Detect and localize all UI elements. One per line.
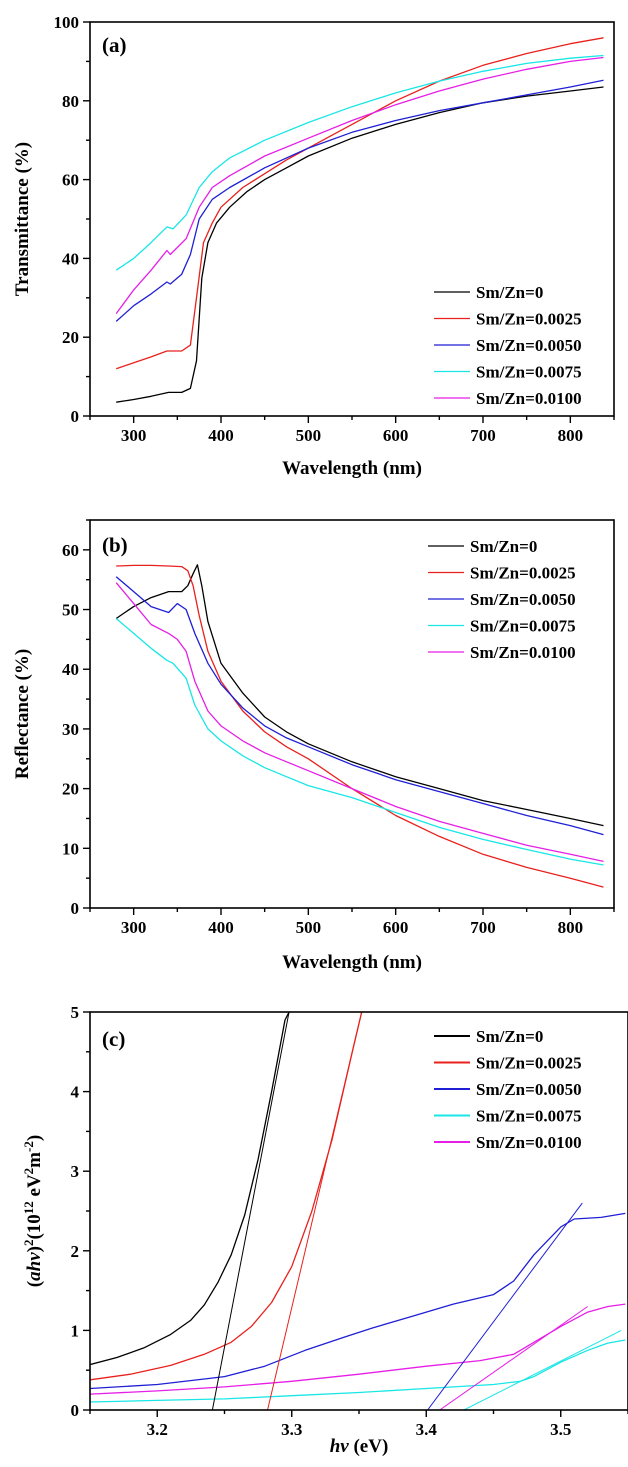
legend-label: Sm/Zn=0.0100 (476, 1133, 582, 1152)
chart-panel-a: 300 400 500 600 700 800 0 20 40 60 80 100 (a) Wavelen… (12, 13, 615, 479)
fit-line-sm-zn-0-0100 (439, 1306, 588, 1410)
legend-label: Sm/Zn=0.0050 (476, 336, 582, 355)
series-line-sm-zn-0-0050 (90, 1212, 626, 1390)
x-tick-label: 500 (296, 426, 322, 445)
y-tick-label: 40 (62, 660, 79, 679)
x-tick-label: 3.5 (550, 1420, 571, 1439)
x-tick-label: 400 (208, 918, 234, 937)
y-tick-label: 60 (62, 541, 79, 560)
series-line-sm-zn-0-0025 (90, 1012, 363, 1381)
legend-label: Sm/Zn=0.0075 (476, 363, 582, 382)
y-tick-label: 4 (71, 1083, 80, 1102)
y-tick-label: 0 (71, 1401, 80, 1420)
series-line-sm-zn-0-0025 (115, 37, 604, 370)
legend-label: Sm/Zn=0.0075 (470, 617, 576, 636)
series-line-sm-zn-0-0050 (115, 79, 604, 322)
y-tick-label: 1 (71, 1321, 80, 1340)
series-line-sm-zn-0 (115, 564, 604, 827)
legend-label: Sm/Zn=0.0100 (476, 389, 582, 408)
series-line-sm-zn-0-0100 (115, 582, 604, 863)
y-tick-label: 40 (62, 249, 79, 268)
y-tick-label: 5 (71, 1003, 80, 1022)
y-tick-label: 30 (62, 720, 79, 739)
x-axis-label: Wavelength (nm) (282, 952, 422, 973)
series-line-sm-zn-0-0100 (90, 1303, 626, 1395)
y-tick-label: 10 (62, 839, 79, 858)
panel-label: (c) (102, 1027, 125, 1051)
y-tick-label: 50 (62, 601, 79, 620)
series-line-sm-zn-0-0100 (115, 56, 604, 314)
x-tick-label: 600 (383, 918, 409, 937)
fit-line-sm-zn-0-0050 (427, 1202, 583, 1410)
series-line-sm-zn-0-0075 (115, 618, 604, 866)
y-tick-label: 100 (54, 13, 80, 32)
x-tick-label: 3.4 (416, 1420, 438, 1439)
legend-label: Sm/Zn=0 (476, 283, 543, 302)
y-tick-label: 0 (71, 407, 80, 426)
legend-label: Sm/Zn=0.0100 (470, 643, 576, 662)
panel-label: (b) (102, 533, 128, 557)
x-tick-label: 3.2 (147, 1420, 168, 1439)
fit-line-sm-zn-0 (211, 1012, 290, 1410)
legend-label: Sm/Zn=0.0050 (476, 1080, 582, 1099)
y-tick-label: 0 (71, 899, 80, 918)
y-tick-label: 60 (62, 171, 79, 190)
fit-line-sm-zn-0-0025 (267, 1012, 363, 1410)
legend-label: Sm/Zn=0.0025 (476, 1054, 582, 1073)
series-line-sm-zn-0-0075 (115, 54, 604, 271)
legend-label: Sm/Zn=0.0025 (476, 310, 582, 329)
y-tick-label: 20 (62, 780, 79, 799)
plot-frame (89, 21, 615, 417)
x-tick-label: 400 (208, 426, 234, 445)
x-tick-label: 300 (121, 426, 147, 445)
x-tick-label: 800 (558, 918, 584, 937)
y-axis-label: Transmittance (%) (12, 142, 33, 296)
y-axis-label: Reflectance (%) (12, 649, 33, 779)
x-tick-label: 700 (470, 426, 496, 445)
fit-line-sm-zn-0-0075 (463, 1329, 622, 1410)
y-axis-label: (ahv)2(1012 eV2m-2) (21, 1135, 45, 1287)
x-axis-label: Wavelength (nm) (282, 458, 422, 479)
chart-panel-c: 3.2 3.3 3.4 3.5 0 1 2 3 4 5 (c) hv (eV) (ahv)2(1012 … (21, 1003, 628, 1457)
series-line-sm-zn-0 (116, 86, 604, 403)
x-axis-label: hv (eV) (330, 1436, 389, 1457)
x-tick-label: 800 (558, 426, 584, 445)
series-line-sm-zn-0-0050 (115, 576, 604, 836)
legend-label: Sm/Zn=0 (470, 537, 537, 556)
series-line-sm-zn-0 (90, 1012, 290, 1366)
legend-label: Sm/Zn=0.0075 (476, 1107, 582, 1126)
x-tick-label: 500 (296, 918, 322, 937)
x-tick-label: 3.3 (281, 1420, 302, 1439)
legend-label: Sm/Zn=0.0025 (470, 564, 576, 583)
y-tick-label: 3 (71, 1162, 80, 1181)
x-tick-label: 600 (383, 426, 409, 445)
y-tick-label: 2 (71, 1242, 80, 1261)
x-tick-label: 300 (121, 918, 147, 937)
chart-panel-b: 300 400 500 600 700 800 0 10 20 30 40 50 60 (b) Wavele… (12, 519, 615, 973)
series-line-sm-zn-0-0075 (90, 1339, 626, 1403)
y-tick-label: 20 (62, 328, 79, 347)
x-tick-label: 700 (470, 918, 496, 937)
series-line-sm-zn-0-0025 (116, 564, 604, 888)
legend-label: Sm/Zn=0.0050 (470, 590, 576, 609)
y-tick-label: 80 (62, 92, 79, 111)
panel-label: (a) (102, 33, 127, 57)
legend-label: Sm/Zn=0 (476, 1027, 543, 1046)
